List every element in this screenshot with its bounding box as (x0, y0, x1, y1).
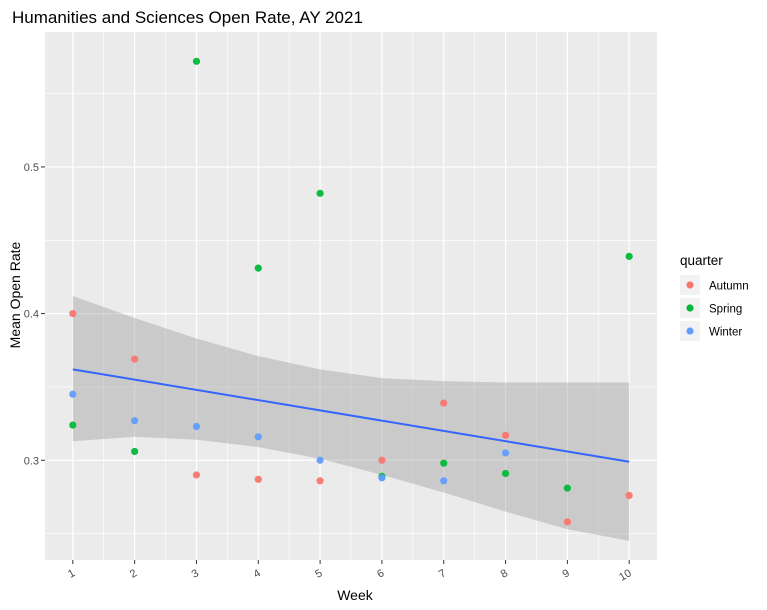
data-point-winter (501, 449, 510, 457)
data-point-spring (192, 57, 201, 65)
x-tick-label: 5 (313, 567, 324, 580)
data-point-autumn (440, 399, 448, 407)
data-point-autumn (378, 456, 386, 464)
data-point-winter (192, 422, 201, 431)
x-tick-label: 8 (499, 567, 510, 580)
x-tick-label: 4 (251, 567, 262, 580)
y-tick-label: 0.4 (24, 309, 39, 321)
data-point-autumn (69, 310, 77, 318)
x-tick-label: 3 (190, 567, 201, 580)
data-point-spring (69, 421, 77, 429)
x-tick-label: 6 (375, 567, 386, 580)
data-point-winter (316, 456, 324, 464)
data-point-spring (440, 459, 448, 467)
data-point-spring (563, 484, 571, 492)
data-point-spring (254, 264, 262, 272)
data-point-spring (625, 252, 633, 260)
y-axis: 0.3 0.4 0.5 (24, 162, 45, 467)
x-tick-label: 9 (561, 567, 572, 580)
data-point-winter (254, 433, 262, 441)
legend-key-autumn (686, 281, 694, 289)
x-tick-label: 10 (617, 567, 634, 584)
data-point-winter (69, 390, 77, 398)
y-axis-title: Mean Open Rate (7, 241, 23, 348)
data-point-spring (501, 469, 510, 478)
x-axis: 1 2 3 4 5 6 7 8 9 10 (66, 560, 634, 584)
data-points (69, 57, 633, 526)
data-point-winter (131, 417, 139, 425)
data-point-autumn (131, 355, 139, 363)
confidence-band (72, 296, 630, 541)
x-tick-label: 7 (437, 567, 448, 580)
x-tick-label: 1 (66, 567, 77, 580)
legend-label-winter: Winter (709, 327, 742, 339)
legend-label-autumn: Autumn (709, 281, 749, 293)
data-point-winter (378, 474, 386, 482)
major-gridlines (45, 32, 657, 560)
legend-key-spring (686, 304, 694, 312)
data-point-spring (131, 447, 139, 456)
data-point-autumn (192, 471, 201, 479)
data-point-winter (440, 477, 448, 485)
legend-label-spring: Spring (709, 304, 742, 316)
trend-line (72, 368, 630, 463)
y-tick-label: 0.5 (24, 162, 39, 174)
legend-title: quarter (680, 253, 723, 268)
chart-title: Humanities and Sciences Open Rate, AY 20… (12, 8, 363, 27)
data-point-autumn (316, 477, 324, 485)
data-point-spring (316, 189, 324, 197)
data-point-autumn (501, 431, 510, 439)
legend: quarter Autumn Spring Winter (680, 253, 749, 341)
legend-key-winter (686, 327, 694, 335)
data-point-autumn (625, 491, 633, 500)
data-point-autumn (563, 518, 571, 526)
y-tick-label: 0.3 (24, 455, 39, 467)
x-tick-label: 2 (128, 567, 139, 580)
data-point-autumn (254, 475, 262, 483)
x-axis-title: Week (337, 587, 374, 603)
minor-gridlines (45, 32, 657, 560)
